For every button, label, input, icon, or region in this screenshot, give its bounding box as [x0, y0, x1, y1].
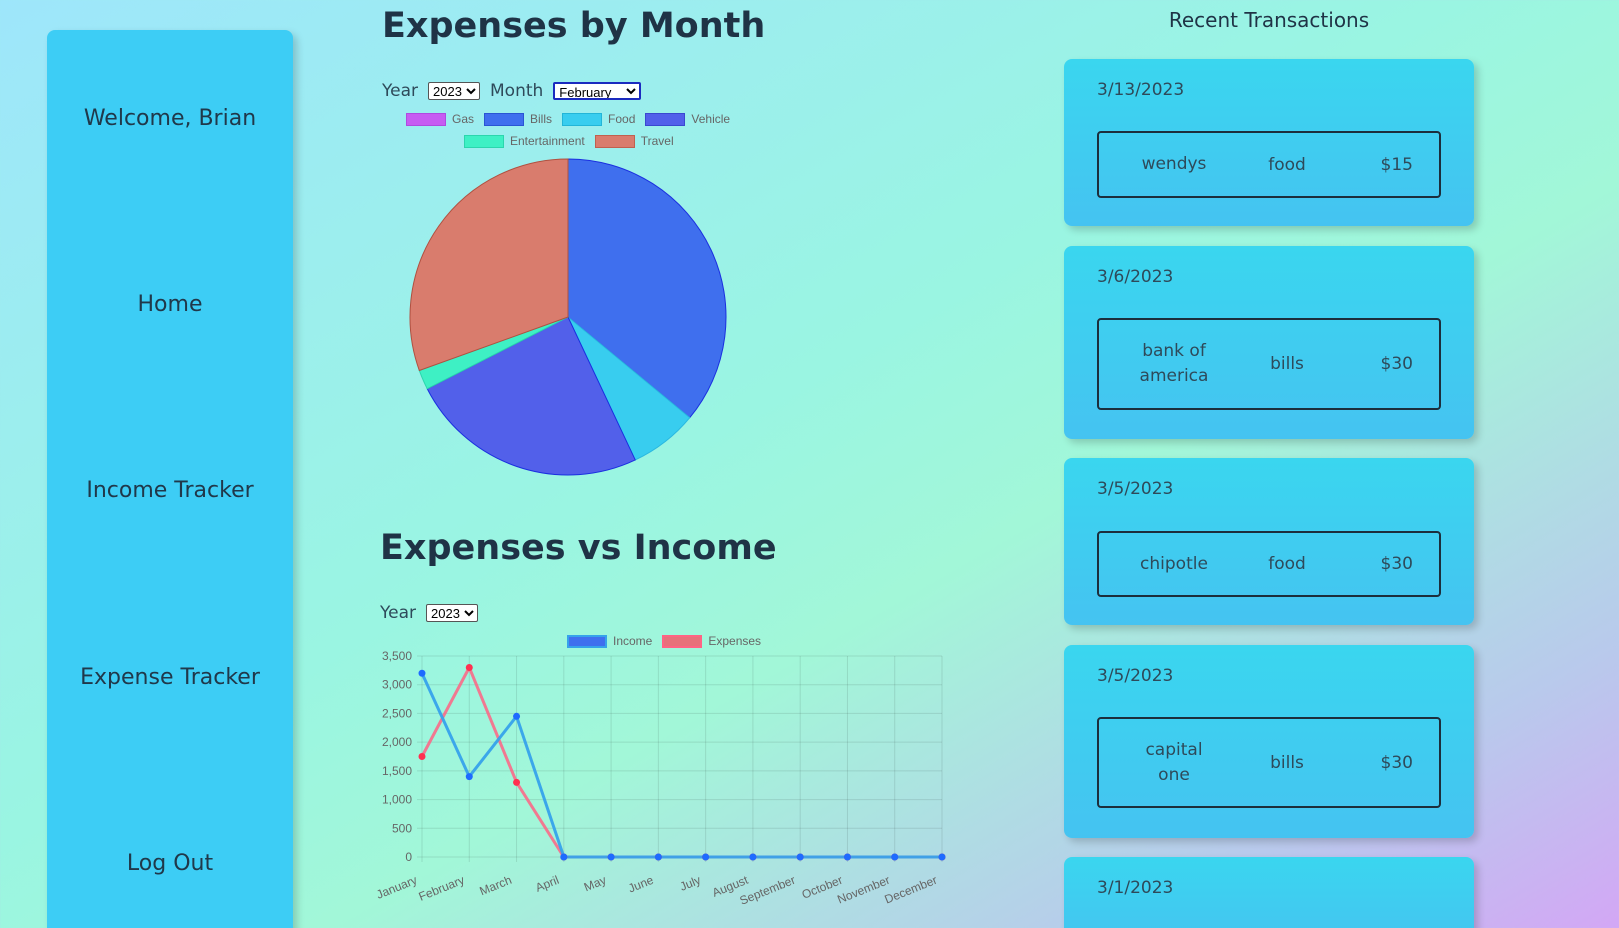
y-tick-label: 3,500 [382, 649, 412, 663]
year-select-2[interactable]: 2023 [426, 604, 478, 622]
data-point-income[interactable] [654, 853, 662, 861]
data-point-income[interactable] [749, 853, 757, 861]
income-filter-controls: Year 2023 [380, 603, 488, 623]
transaction-category: food [1268, 554, 1306, 574]
transaction-date: 3/5/2023 [1097, 479, 1174, 499]
x-tick-label: November [835, 873, 892, 907]
x-tick-label: December [883, 873, 940, 907]
pie-legend-row1: Gas Bills Food Vehicle [406, 112, 740, 126]
data-point-income[interactable] [702, 853, 710, 861]
expenses-by-month-title: Expenses by Month [382, 6, 766, 46]
transaction-row[interactable]: wendys food $15 [1097, 131, 1441, 198]
expenses-vs-income-title: Expenses vs Income [380, 528, 777, 568]
legend-vehicle[interactable]: Vehicle [645, 112, 730, 126]
x-tick-label: February [417, 873, 467, 904]
transaction-name: capital one [1145, 739, 1203, 785]
expenses-filter-controls: Year 2023 Month February [382, 81, 651, 101]
data-point-expenses[interactable] [418, 753, 426, 760]
transaction-date: 3/13/2023 [1097, 80, 1185, 100]
data-point-income[interactable] [513, 712, 521, 720]
transaction-card: 3/5/2023 capital one bills $30 [1064, 645, 1474, 838]
x-tick-label: April [533, 873, 561, 895]
month-label: Month [490, 81, 544, 101]
legend-entertainment[interactable]: Entertainment [464, 134, 585, 148]
y-tick-label: 3,000 [382, 678, 412, 692]
data-point-income[interactable] [938, 853, 946, 861]
transaction-amount: $15 [1380, 154, 1413, 175]
legend-expenses[interactable]: Expenses [662, 634, 761, 648]
x-tick-label: May [582, 873, 608, 894]
y-tick-label: 1,500 [382, 764, 412, 778]
pie-legend-row2: Entertainment Travel [464, 134, 684, 148]
pie-slice-bills[interactable] [567, 158, 727, 419]
x-tick-label: July [678, 873, 703, 894]
data-point-expenses[interactable] [465, 663, 473, 671]
data-point-expenses[interactable] [513, 778, 521, 786]
data-point-income[interactable] [796, 853, 804, 861]
transaction-row[interactable]: capital one bills $30 [1097, 717, 1441, 808]
sidebar: Welcome, Brian Home Income Tracker Expen… [47, 30, 293, 928]
legend-travel[interactable]: Travel [594, 134, 674, 148]
y-tick-label: 2,000 [382, 735, 412, 749]
legend-food[interactable]: Food [562, 112, 635, 126]
nav-log-out[interactable]: Log Out [126, 851, 214, 876]
x-tick-label: June [626, 873, 656, 896]
transaction-category: food [1268, 154, 1306, 175]
transaction-row[interactable]: bank of america bills $30 [1097, 318, 1441, 410]
pie-slice-travel[interactable] [409, 158, 569, 372]
transaction-date: 3/6/2023 [1097, 267, 1174, 287]
transaction-amount: $30 [1380, 752, 1413, 773]
nav-income-tracker[interactable]: Income Tracker [86, 478, 254, 503]
recent-transactions-title: Recent Transactions [1168, 8, 1370, 32]
legend-bills[interactable]: Bills [484, 112, 552, 126]
line-legend: Income Expenses [567, 634, 771, 648]
transaction-date: 3/1/2023 [1097, 878, 1174, 898]
transaction-date: 3/5/2023 [1097, 666, 1174, 686]
welcome-text: Welcome, Brian [83, 106, 257, 131]
nav-expense-tracker[interactable]: Expense Tracker [80, 665, 260, 690]
data-point-income[interactable] [607, 853, 615, 861]
transaction-amount: $30 [1380, 354, 1413, 374]
transaction-name: wendys [1141, 154, 1207, 174]
transaction-category: bills [1270, 752, 1304, 773]
transaction-card: 3/5/2023 chipotle food $30 [1064, 458, 1474, 625]
data-point-income[interactable] [418, 669, 426, 677]
x-tick-label: January [374, 873, 419, 902]
transaction-category: bills [1270, 354, 1304, 374]
data-point-income[interactable] [465, 773, 473, 781]
month-select[interactable]: February [553, 82, 642, 100]
transaction-card: 3/1/2023 [1064, 857, 1474, 928]
series-line-income [420, 672, 942, 859]
legend-income[interactable]: Income [567, 634, 652, 648]
data-point-income[interactable] [843, 853, 851, 861]
y-tick-label: 500 [392, 821, 412, 835]
transaction-name: chipotle [1140, 553, 1208, 574]
y-tick-label: 0 [405, 850, 412, 864]
transaction-amount: $30 [1380, 554, 1413, 574]
legend-gas[interactable]: Gas [406, 112, 474, 126]
transaction-card: 3/13/2023 wendys food $15 [1064, 59, 1474, 226]
data-point-income[interactable] [560, 853, 568, 861]
y-tick-label: 2,500 [382, 706, 412, 720]
data-point-income[interactable] [891, 853, 899, 861]
year-select[interactable]: 2023 [428, 82, 480, 100]
transaction-name: bank of america [1139, 341, 1209, 386]
nav-home[interactable]: Home [137, 292, 203, 317]
y-tick-label: 1,000 [382, 793, 412, 807]
expenses-pie-chart [409, 158, 727, 476]
expenses-vs-income-line-chart: 3,500 3,000 2,500 2,000 1,500 1,000 500 0 Januar… [374, 649, 946, 908]
year-label: Year [382, 81, 418, 101]
year-label-2: Year [380, 603, 416, 623]
pie-slice-vehicle[interactable] [426, 316, 636, 476]
x-tick-label: March [478, 873, 514, 898]
transaction-card: 3/6/2023 bank of america bills $30 [1064, 246, 1474, 439]
transaction-row[interactable]: chipotle food $30 [1097, 531, 1441, 597]
